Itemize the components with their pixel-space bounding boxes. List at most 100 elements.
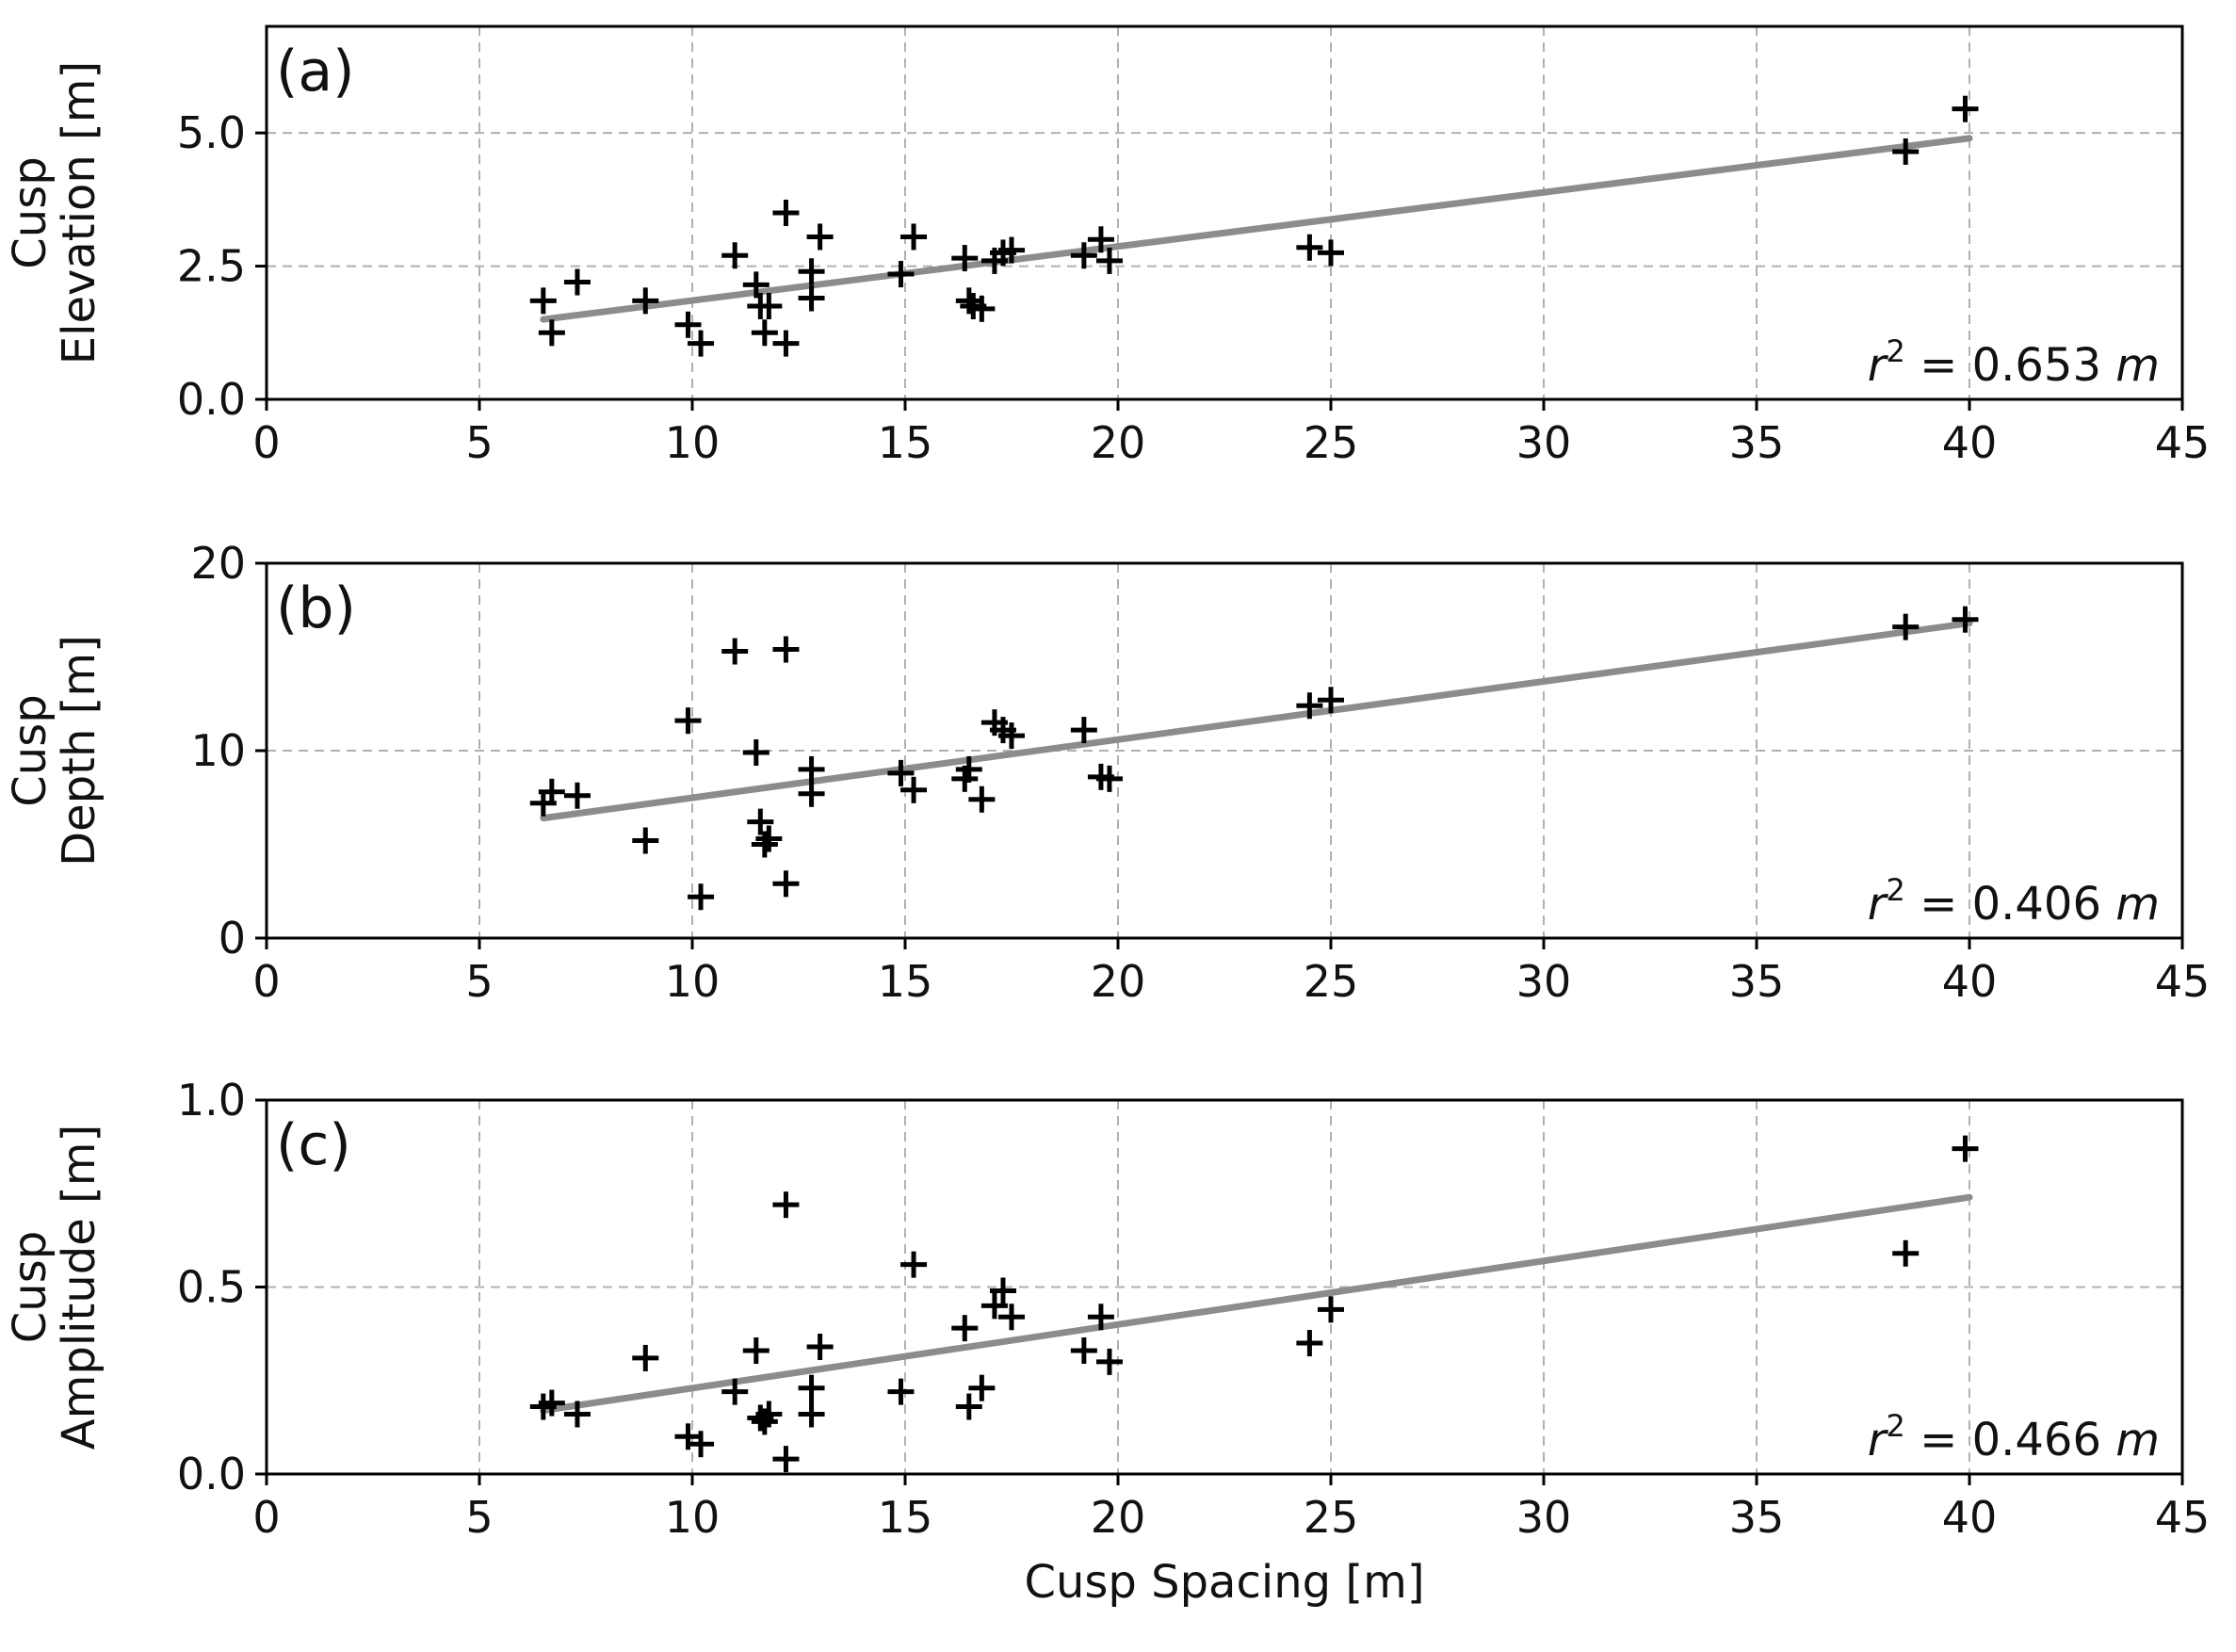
y-tick-label: 2.5	[177, 241, 246, 292]
panel-tag: (c)	[276, 1112, 351, 1178]
data-point	[674, 707, 702, 735]
r-squared-annotation: r2 = 0.466 m	[1868, 1408, 2160, 1466]
y-tick-label: 0.5	[177, 1262, 246, 1313]
data-point	[955, 1393, 982, 1420]
x-tick-label: 10	[665, 956, 721, 1007]
data-point	[1087, 1304, 1114, 1331]
data-point	[688, 330, 715, 357]
data-point	[900, 1251, 928, 1278]
panel-b-grid	[267, 563, 2182, 938]
x-tick-label: 40	[1942, 956, 1998, 1007]
x-tick-label: 5	[465, 417, 493, 468]
data-point	[772, 636, 800, 663]
data-point	[798, 780, 825, 807]
x-tick-label: 15	[878, 956, 933, 1007]
panel-b: 0 5 10 15 20 25 30 35 40 45 0 10 20 CuspDepth [m] (b) r…	[4, 538, 2210, 1007]
data-point	[1296, 234, 1323, 261]
panel-b-points	[529, 606, 1979, 911]
data-point	[632, 827, 659, 854]
data-point	[751, 831, 778, 858]
data-point	[1095, 247, 1123, 274]
data-point	[798, 1374, 825, 1401]
data-point	[721, 1378, 749, 1405]
x-tick-label: 25	[1304, 956, 1359, 1007]
data-point	[951, 245, 979, 272]
data-point	[900, 776, 928, 803]
data-point	[989, 1277, 1016, 1304]
y-tick-label: 0	[219, 913, 246, 964]
data-point	[1296, 1330, 1323, 1357]
annotation-value: = 0.466	[1905, 1414, 2115, 1466]
data-point	[968, 295, 996, 322]
data-point	[887, 261, 915, 288]
annotation-symbol: r	[1868, 339, 1889, 392]
data-point	[772, 1446, 800, 1473]
data-point	[1952, 606, 1979, 633]
panel-a-grid	[267, 26, 2182, 399]
regression-line	[540, 1193, 1973, 1415]
data-point	[742, 271, 770, 299]
data-point	[900, 223, 928, 251]
x-tick-label: 10	[665, 1492, 721, 1543]
x-tick-label: 35	[1729, 417, 1785, 468]
data-point	[688, 1431, 715, 1458]
y-axis-label: CuspElevation [m]	[4, 61, 105, 364]
panel-tag: (a)	[276, 39, 355, 105]
data-point	[721, 638, 749, 665]
data-point	[632, 1344, 659, 1371]
data-point	[755, 825, 783, 852]
annotation-superscript: 2	[1886, 333, 1904, 369]
annotation-value: = 0.653	[1905, 339, 2115, 392]
data-point	[968, 786, 996, 813]
annotation-unit: m	[2115, 1414, 2160, 1466]
data-point	[1892, 613, 1920, 640]
x-tick-label: 35	[1729, 1492, 1785, 1543]
data-point	[772, 330, 800, 357]
y-axis-label-line2: Elevation [m]	[53, 61, 105, 364]
data-point	[1952, 1135, 1979, 1162]
x-tick-label: 25	[1304, 417, 1359, 468]
data-point	[563, 1401, 591, 1428]
x-tick-label: 30	[1516, 956, 1572, 1007]
y-tick-label: 20	[190, 538, 246, 589]
data-point	[755, 293, 783, 319]
data-point	[538, 319, 565, 347]
data-point	[998, 1304, 1025, 1331]
x-tick-label: 0	[252, 956, 280, 1007]
data-point	[980, 1292, 1008, 1320]
data-point	[951, 1315, 979, 1342]
data-point	[1070, 242, 1097, 269]
panel-tag: (b)	[276, 575, 356, 641]
data-point	[747, 808, 774, 835]
panel-c: 0 5 10 15 20 25 30 35 40 45 0.0 0.5 1.0 CuspAmplitude…	[4, 1075, 2210, 1543]
x-tick-label: 40	[1942, 417, 1998, 468]
y-axis-label-line1: Cusp	[4, 156, 57, 268]
x-tick-label: 45	[2155, 956, 2211, 1007]
annotation-symbol: r	[1868, 878, 1889, 931]
data-point	[1070, 717, 1097, 744]
x-axis-label: Cusp Spacing [m]	[1024, 1556, 1424, 1609]
x-tick-label: 0	[252, 417, 280, 468]
data-point	[563, 268, 591, 296]
data-point	[1318, 1296, 1344, 1323]
data-point	[1318, 687, 1344, 714]
data-point	[563, 782, 591, 809]
data-point	[1095, 1348, 1123, 1375]
y-tick-label: 0.0	[177, 374, 246, 425]
panel-a-points	[529, 95, 1979, 357]
data-point	[798, 284, 825, 312]
x-tick-label: 45	[2155, 1492, 2211, 1543]
annotation-superscript: 2	[1886, 1408, 1904, 1444]
data-point	[1296, 692, 1323, 720]
data-point	[998, 236, 1025, 264]
data-point	[798, 258, 825, 285]
y-tick-label: 1.0	[177, 1075, 246, 1126]
data-point	[1892, 1239, 1920, 1267]
x-tick-label: 30	[1516, 1492, 1572, 1543]
panel-a: 0 5 10 15 20 25 30 35 40 45 0.0 2.5 5.0 CuspElevation…	[4, 24, 2210, 468]
y-tick-label: 5.0	[177, 107, 246, 158]
x-tick-label: 5	[465, 956, 493, 1007]
x-tick-label: 25	[1304, 1492, 1359, 1543]
data-point	[887, 1378, 915, 1405]
data-point	[798, 1401, 825, 1428]
